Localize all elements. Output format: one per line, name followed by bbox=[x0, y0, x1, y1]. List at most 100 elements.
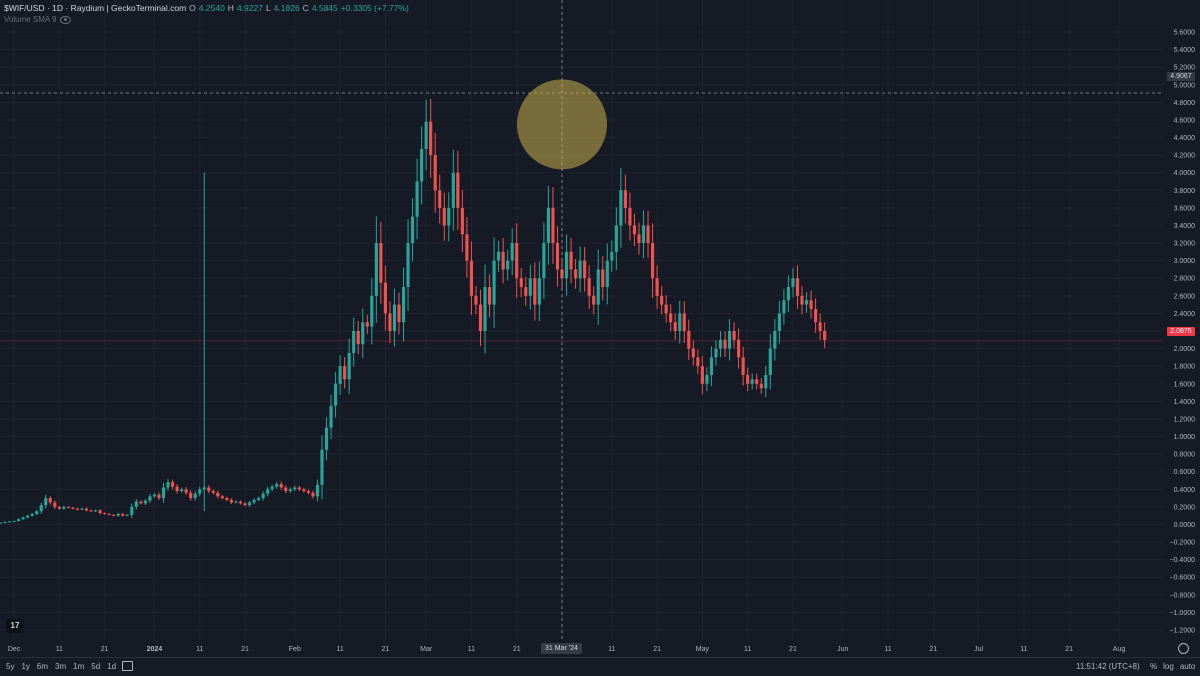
candle-body bbox=[75, 508, 80, 510]
symbol-title[interactable]: $WIF/USD · 1D · Raydium | GeckoTerminal.… bbox=[4, 3, 187, 13]
candle-body bbox=[759, 383, 763, 389]
chart-legend: $WIF/USD · 1D · Raydium | GeckoTerminal.… bbox=[4, 3, 409, 13]
range-5d[interactable]: 5d bbox=[91, 662, 101, 671]
candle-body bbox=[628, 207, 632, 226]
candle-body bbox=[515, 243, 519, 279]
crosshair-date-label: 31 Mar '24 bbox=[541, 643, 582, 654]
settings-icon[interactable] bbox=[1178, 643, 1189, 654]
candle-body bbox=[650, 243, 655, 279]
bottom-toolbar: 5y 1y 6m 3m 1m 5d 1d 11:51:42 (UTC+8) % … bbox=[0, 657, 1200, 676]
candle-body bbox=[487, 287, 492, 305]
candle-body bbox=[623, 190, 627, 208]
x-tick-label: 11 bbox=[468, 646, 475, 653]
x-tick-label: 21 bbox=[789, 646, 797, 653]
candle-body bbox=[26, 515, 30, 518]
candle-body bbox=[306, 491, 310, 493]
candle-body bbox=[709, 357, 714, 375]
range-1y[interactable]: 1y bbox=[21, 662, 30, 671]
candle-body bbox=[687, 331, 691, 349]
candle-body bbox=[714, 348, 718, 358]
candle-body bbox=[705, 374, 709, 384]
high-value: 4.9227 bbox=[236, 3, 263, 13]
candle-body bbox=[492, 260, 496, 305]
candle-body bbox=[324, 427, 329, 450]
eye-icon[interactable] bbox=[60, 15, 72, 24]
candlestick-chart-svg[interactable]: 5.6000 5.4000 5.2000 5.0000 4.8000 4.6000 4.40… bbox=[0, 0, 1200, 657]
candle-body bbox=[21, 517, 25, 520]
y-tick-label: 4.8000 bbox=[1174, 100, 1196, 107]
candle-body bbox=[275, 484, 279, 487]
candle-body bbox=[57, 506, 61, 509]
candle-body bbox=[352, 331, 356, 353]
y-tick-label: 1.4000 bbox=[1174, 399, 1196, 406]
y-tick-label: 1.8000 bbox=[1174, 364, 1196, 371]
candle-body bbox=[220, 496, 224, 499]
candle-body bbox=[773, 331, 777, 349]
candle-body bbox=[297, 487, 301, 490]
y-tick-label: 1.2000 bbox=[1174, 416, 1196, 423]
y-tick-label: −1.2000 bbox=[1170, 628, 1196, 635]
candle-body bbox=[284, 487, 288, 492]
y-tick-label: 4.6000 bbox=[1174, 117, 1196, 124]
y-tick-label: −0.8000 bbox=[1170, 592, 1196, 599]
volume-label[interactable]: Volume SMA 9 bbox=[4, 15, 57, 24]
low-key: L bbox=[265, 3, 271, 13]
x-tick-label: 11 bbox=[884, 646, 891, 653]
x-tick-label: 21 bbox=[929, 646, 937, 653]
range-1d[interactable]: 1d bbox=[107, 662, 117, 671]
tradingview-logo[interactable]: 17 bbox=[6, 619, 24, 633]
range-5y[interactable]: 5y bbox=[6, 662, 15, 671]
candle-body bbox=[800, 295, 804, 305]
x-tick-label: Jul bbox=[974, 646, 983, 653]
candle-body bbox=[397, 304, 401, 323]
candle-body bbox=[750, 379, 754, 384]
candle-body bbox=[134, 501, 138, 507]
x-tick-label: May bbox=[696, 646, 710, 653]
y-tick-label: 5.6000 bbox=[1174, 30, 1196, 37]
y-tick-label: 1.6000 bbox=[1174, 381, 1196, 388]
candle-body bbox=[401, 287, 406, 323]
y-tick-label: 3.8000 bbox=[1174, 188, 1196, 195]
candle-body bbox=[510, 243, 514, 261]
candle-body bbox=[660, 295, 664, 305]
y-tick-label: 3.0000 bbox=[1174, 258, 1196, 265]
candle-body bbox=[374, 243, 378, 296]
time-readout[interactable]: 11:51:42 (UTC+8) bbox=[1076, 662, 1140, 671]
candle-body bbox=[388, 313, 392, 331]
candle-body bbox=[170, 482, 175, 487]
candle-body bbox=[71, 507, 75, 509]
y-tick-label: 3.6000 bbox=[1174, 205, 1196, 212]
candle-body bbox=[121, 513, 125, 516]
range-1m[interactable]: 1m bbox=[73, 662, 85, 671]
auto-toggle[interactable]: auto bbox=[1179, 662, 1196, 671]
log-toggle[interactable]: log bbox=[1163, 662, 1174, 671]
candle-body bbox=[442, 207, 446, 226]
candle-body bbox=[379, 243, 383, 283]
open-key: O bbox=[189, 3, 196, 13]
candle-body bbox=[682, 313, 686, 331]
range-6m[interactable]: 6m bbox=[36, 662, 49, 671]
candle-body bbox=[30, 513, 34, 516]
change-value: +0.3305 (+7.77%) bbox=[340, 3, 409, 13]
candle-body bbox=[48, 498, 52, 503]
candle-body bbox=[329, 405, 333, 428]
range-3m[interactable]: 3m bbox=[55, 662, 67, 671]
candle-body bbox=[361, 322, 365, 345]
candle-body bbox=[125, 514, 129, 516]
candle-body bbox=[66, 506, 70, 508]
candle-body bbox=[583, 260, 587, 279]
candle-body bbox=[524, 287, 528, 296]
percent-toggle[interactable]: % bbox=[1150, 662, 1158, 671]
candle-body bbox=[424, 121, 428, 149]
candle-body bbox=[537, 278, 541, 305]
candle-body bbox=[98, 510, 102, 514]
x-tick-label: 2024 bbox=[147, 646, 163, 653]
candle-body bbox=[225, 498, 229, 500]
candle-body bbox=[641, 225, 646, 244]
candle-body bbox=[578, 260, 582, 279]
candle-body bbox=[587, 278, 591, 296]
calendar-icon[interactable] bbox=[122, 661, 133, 671]
range-selector: 5y 1y 6m 3m 1m 5d 1d bbox=[6, 662, 116, 671]
candle-body bbox=[338, 366, 342, 384]
